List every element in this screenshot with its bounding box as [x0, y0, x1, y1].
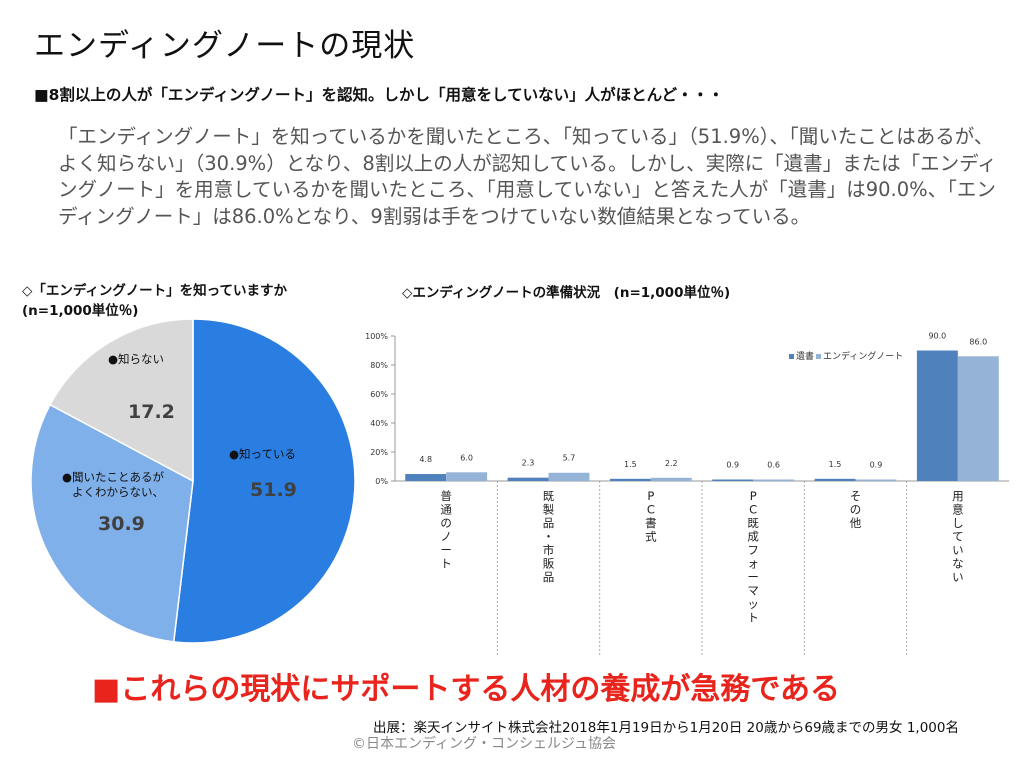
subtitle: ■8割以上の人が「エンディングノート」を認知。しかし「用意をしていない」人がほと… [34, 86, 724, 104]
bar [753, 479, 795, 481]
legend-label: エンディングノート [823, 350, 903, 362]
conclusion-text: ■これらの現状にサポートする人材の養成が急務である [92, 672, 841, 707]
category-label-char: P [750, 489, 757, 503]
category-label-char: ト [440, 557, 452, 571]
category-label-char: 品 [543, 516, 555, 530]
bar [609, 478, 651, 481]
bar [916, 350, 958, 481]
bar-value-label: 2.2 [665, 459, 678, 468]
category-label-char: し [952, 516, 964, 530]
bar [650, 477, 692, 481]
category-label-char: 既 [747, 516, 759, 530]
category-label-char: ト [747, 611, 759, 625]
bar [405, 474, 447, 481]
pie-slice-label: ●知っている [229, 447, 296, 461]
category-label-char: ッ [747, 597, 759, 611]
category-label-char: 用 [952, 489, 964, 503]
category-label-char: 成 [747, 530, 759, 544]
bar-value-label: 5.7 [563, 454, 576, 463]
pie-chart-title-line1: ◇「エンディングノート」を知っていますか [22, 283, 287, 299]
y-tick-label: 80% [370, 361, 388, 370]
bar-value-label: 6.0 [460, 453, 473, 462]
category-label-char: 製 [543, 503, 555, 517]
pie-slice-heard [30, 403, 194, 643]
category-label-char: 他 [850, 516, 862, 530]
bar [712, 479, 754, 481]
pie-slice-label: よくわからない、 [72, 485, 164, 499]
legend-label: 遺書 [796, 350, 814, 362]
category-label-char: 市 [543, 543, 555, 557]
category-label-char: の [850, 503, 862, 517]
y-tick-label: 40% [370, 419, 388, 428]
legend-swatch [789, 354, 794, 359]
category-label-char: ノ [440, 530, 452, 544]
bar-chart-title: ◇エンディングノートの準備状況 (n=1,000単位％) [402, 285, 731, 301]
category-label-char: 通 [440, 503, 452, 517]
bar-value-label: 86.0 [969, 337, 987, 346]
y-tick-label: 20% [370, 448, 388, 457]
bar [957, 356, 999, 481]
bar [507, 477, 549, 481]
legend-swatch [816, 354, 821, 359]
category-label-char: そ [850, 489, 862, 503]
category-label-char: 式 [645, 530, 657, 544]
source-note: 出展：楽天インサイト株式会社2018年1月19日から1月20日 20歳から69歳… [373, 720, 959, 736]
y-tick-label: 100% [365, 332, 388, 341]
category-label-char: い [952, 543, 964, 557]
bar [814, 478, 856, 481]
bar-value-label: 90.0 [928, 332, 946, 341]
y-tick-label: 60% [370, 390, 388, 399]
pie-slice-value: 30.9 [98, 513, 145, 535]
bar [855, 479, 897, 481]
category-label-char: ・ [543, 530, 555, 544]
category-label-char: ォ [747, 557, 759, 571]
pie-slice-label: ●聞いたことあるが [62, 470, 165, 484]
category-label-char: 既 [543, 489, 555, 503]
category-label-char: フ [747, 543, 759, 557]
category-label-char: ー [440, 543, 452, 557]
category-label-char: マ [747, 584, 759, 598]
y-tick-label: 0% [375, 477, 388, 486]
category-label-char: 販 [543, 557, 555, 571]
summary-paragraph: 「エンディングノート」を知っているかを聞いたところ、「知っている」（51.9%）… [58, 125, 997, 228]
bar-value-label: 4.8 [419, 455, 432, 464]
pie-chart-title-line2: (n=1,000単位％) [22, 303, 139, 319]
bar [446, 472, 488, 481]
category-label-char: の [440, 516, 452, 530]
category-label-char: 意 [952, 503, 964, 517]
category-label-char: 普 [440, 489, 452, 503]
category-label-char: い [952, 570, 964, 584]
bar-value-label: 2.3 [522, 459, 535, 468]
bar-value-label: 0.6 [767, 461, 780, 470]
category-label-char: 書 [645, 516, 657, 530]
category-label-char: C [749, 503, 757, 517]
bar-value-label: 1.5 [829, 460, 842, 469]
bar-value-label: 0.9 [726, 461, 739, 470]
category-label-char: ー [747, 570, 759, 584]
category-label-char: て [952, 530, 964, 544]
bar-value-label: 1.5 [624, 460, 637, 469]
pie-slice-value: 51.9 [250, 479, 297, 501]
pie-slice-label: ●知らない [108, 352, 164, 366]
category-label-char: C [647, 503, 655, 517]
pie-slice-known [172, 318, 356, 644]
bar [548, 472, 590, 481]
pie-slice-value: 17.2 [128, 401, 175, 423]
copyright-note: ©日本エンディング・コンシェルジュ協会 [352, 736, 617, 752]
page-title: エンディングノートの現状 [34, 28, 416, 64]
category-label-char: な [952, 557, 964, 571]
category-label-char: P [647, 489, 654, 503]
category-label-char: 品 [543, 570, 555, 584]
bar-value-label: 0.9 [870, 461, 883, 470]
pie-chart-title: ◇「エンディングノート」を知っていますか (n=1,000単位％) [22, 281, 287, 321]
pie-slice-unknown [49, 318, 194, 483]
